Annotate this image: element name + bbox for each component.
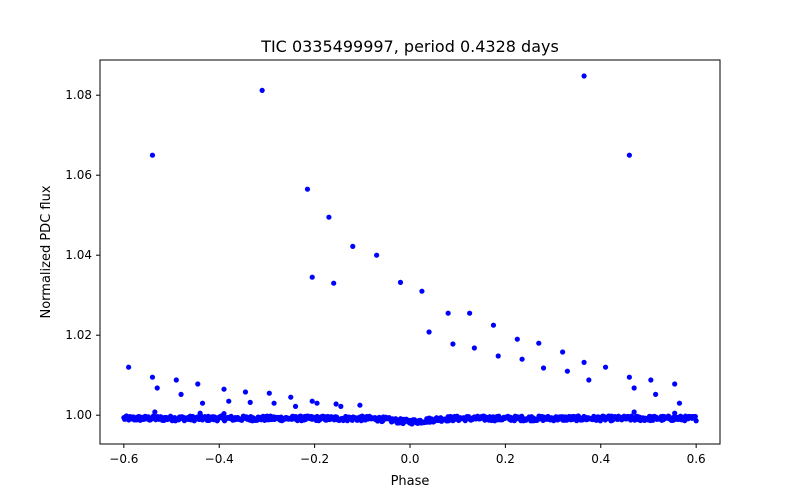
data-point (631, 385, 637, 391)
data-point (419, 288, 425, 294)
data-point (197, 410, 203, 416)
data-point (221, 411, 227, 417)
x-tick-label: 0.4 (591, 452, 610, 466)
data-point (266, 390, 272, 396)
data-point (692, 413, 698, 420)
data-point (450, 341, 456, 347)
data-point (333, 401, 339, 407)
data-point (226, 398, 232, 404)
data-point (331, 280, 337, 286)
y-tick-label: 1.04 (65, 248, 92, 262)
data-point (602, 364, 609, 370)
x-tick-label: −0.2 (300, 452, 329, 466)
data-point (631, 409, 637, 415)
data-point (149, 152, 156, 158)
x-tick-label: −0.6 (109, 452, 138, 466)
y-axis-label: Normalized PDC flux (39, 185, 54, 318)
data-point (154, 385, 160, 391)
data-point (288, 394, 294, 400)
data-point (490, 322, 497, 328)
data-point (309, 274, 315, 280)
data-point (672, 410, 678, 416)
data-point (242, 389, 249, 395)
x-axis-label: Phase (391, 474, 430, 489)
y-tick-label: 1.00 (65, 408, 92, 422)
data-point (426, 329, 432, 335)
data-point (338, 403, 344, 409)
y-tick-label: 1.06 (65, 168, 92, 182)
data-point (445, 310, 451, 316)
data-point (564, 368, 570, 374)
data-point (519, 356, 525, 362)
data-point (309, 398, 315, 404)
data-point (560, 349, 566, 355)
data-point (271, 400, 277, 406)
data-point (672, 381, 678, 387)
x-tick-label: 0.0 (400, 452, 419, 466)
data-point (326, 214, 332, 220)
data-points (121, 73, 699, 427)
data-point (467, 310, 473, 316)
data-point (653, 391, 659, 397)
data-point (149, 374, 156, 380)
data-point (247, 399, 253, 405)
chart-title: TIC 0335499997, period 0.4328 days (260, 37, 559, 56)
x-tick-label: 0.2 (496, 452, 515, 466)
data-point (495, 353, 501, 359)
data-point (221, 386, 227, 392)
data-point (259, 87, 265, 93)
data-point (199, 400, 206, 406)
y-tick-label: 1.08 (65, 88, 92, 102)
x-tick-label: −0.4 (205, 452, 234, 466)
data-point (581, 73, 587, 79)
data-point (514, 336, 520, 342)
data-point (397, 279, 404, 285)
data-point (540, 365, 547, 371)
x-tick-label: 0.6 (687, 452, 706, 466)
data-point (536, 340, 542, 346)
data-point (357, 402, 363, 408)
data-point (581, 359, 587, 365)
y-axis: 1.00 1.02 1.04 1.06 1.08 (65, 88, 100, 422)
data-point (626, 374, 632, 380)
data-point (292, 403, 299, 409)
data-point (626, 152, 632, 158)
data-point (126, 364, 132, 370)
x-axis: −0.6 −0.4 −0.2 0.0 0.2 0.4 0.6 (109, 444, 706, 466)
data-point (648, 377, 654, 383)
data-point (173, 377, 179, 383)
data-point (676, 400, 683, 406)
data-point (314, 400, 320, 406)
data-point (195, 381, 201, 387)
data-point (350, 243, 356, 249)
data-point (304, 186, 311, 192)
data-point (471, 345, 477, 351)
data-point (374, 252, 380, 258)
data-point (586, 377, 592, 383)
data-point (178, 391, 184, 397)
y-tick-label: 1.02 (65, 328, 92, 342)
data-point (693, 418, 699, 424)
data-point (152, 409, 158, 415)
